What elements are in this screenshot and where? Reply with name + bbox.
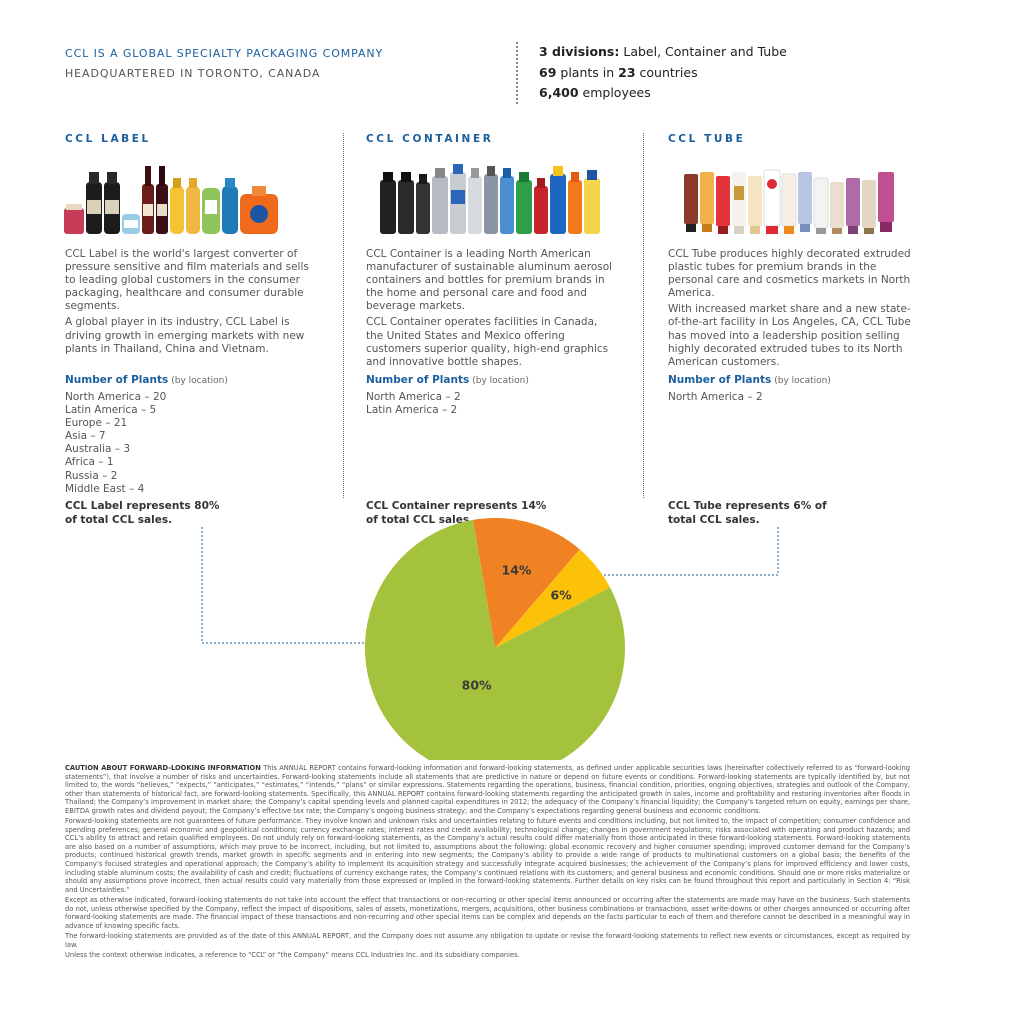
label-paragraph-2: A global player in its industry, CCL Lab…	[65, 316, 305, 355]
label-division-title: CCL LABEL	[65, 133, 151, 145]
container-paragraph-1: CCL Container is a leading North America…	[366, 248, 613, 313]
list-item: North America – 2	[668, 391, 763, 403]
label-products-image	[64, 166, 278, 234]
headquarters-line: HEADQUARTERED IN TORONTO, CANADA	[65, 67, 321, 80]
tube-sales-share: CCL Tube represents 6% of total CCL sales…	[668, 500, 827, 526]
pie-slice-label	[365, 519, 625, 760]
label-paragraph-1: CCL Label is the world's largest convert…	[65, 248, 309, 313]
pie-slice-container	[473, 517, 580, 648]
label-connector-line	[201, 527, 445, 644]
list-item: Latin America – 2	[366, 404, 458, 417]
tube-plants-list: North America – 2	[668, 391, 763, 404]
fact-plants: 69 plants in 23 countries	[539, 64, 698, 80]
tube-plants-heading: Number of Plants (by location)	[668, 374, 831, 386]
fact-employees: 6,400 employees	[539, 85, 651, 100]
pie-label-tube: 6%	[550, 587, 572, 602]
list-item: Asia – 7	[65, 430, 106, 443]
tube-division-title: CCL TUBE	[668, 133, 746, 145]
list-item: North America – 2	[366, 391, 461, 403]
list-item: Russia – 2	[65, 469, 118, 482]
container-division-title: CCL CONTAINER	[366, 133, 494, 145]
header-divider	[516, 42, 518, 104]
container-plants-list: North America – 2 Latin America – 2	[366, 391, 461, 417]
disclaimer-paragraph-2: Forward-looking statements are not guara…	[65, 817, 910, 894]
pie-label-container: 14%	[502, 562, 532, 577]
sales-pie-chart: 14% 6% 80%	[201, 517, 779, 760]
disclaimer-paragraph-3: Except as otherwise indicated, forward-l…	[65, 896, 910, 930]
tube-description: CCL Tube produces highly decorated extru…	[668, 248, 918, 372]
company-intro: CCL IS A GLOBAL SPECIALTY PACKAGING COMP…	[65, 44, 383, 84]
tube-paragraph-1: CCL Tube produces highly decorated extru…	[668, 248, 911, 300]
key-facts: 3 divisions: Label, Container and Tube 6…	[539, 42, 787, 104]
list-item: North America – 20	[65, 391, 167, 403]
disclaimer-paragraph-1: CAUTION ABOUT FORWARD-LOOKING INFORMATIO…	[65, 764, 911, 815]
list-item: Europe – 21	[65, 417, 128, 430]
pie-label-label: 80%	[462, 677, 492, 692]
forward-looking-disclaimer: CAUTION ABOUT FORWARD-LOOKING INFORMATIO…	[65, 764, 910, 962]
disclaimer-heading: CAUTION ABOUT FORWARD-LOOKING INFORMATIO…	[65, 764, 261, 772]
disclaimer-paragraph-5: Unless the context otherwise indicates, …	[65, 951, 520, 960]
container-sales-share: CCL Container represents 14% of total CCL…	[366, 500, 547, 526]
tube-connector-line	[565, 527, 779, 576]
label-plants-heading: Number of Plants (by location)	[65, 374, 228, 386]
fact-divisions: 3 divisions: Label, Container and Tube	[539, 44, 787, 59]
list-item: Middle East – 4	[65, 482, 145, 495]
container-products-image	[380, 164, 600, 234]
column-divider-2	[643, 133, 644, 498]
label-plants-list: North America – 20 Latin America – 5 Eur…	[65, 391, 166, 496]
list-item: Australia – 3	[65, 443, 131, 456]
list-item: Africa – 1	[65, 456, 114, 469]
list-item: Latin America – 5	[65, 404, 157, 417]
container-plants-heading: Number of Plants (by location)	[366, 374, 529, 386]
label-description: CCL Label is the world's largest convert…	[65, 248, 315, 359]
tube-paragraph-2: With increased market share and a new st…	[668, 303, 911, 368]
column-divider-1	[343, 133, 344, 498]
disclaimer-paragraph-4: The forward-looking statements are provi…	[65, 932, 910, 949]
container-paragraph-2: CCL Container operates facilities in Can…	[366, 316, 609, 368]
company-tagline: CCL IS A GLOBAL SPECIALTY PACKAGING COMP…	[65, 47, 384, 60]
pie-slice-tube	[495, 549, 611, 648]
label-sales-share: CCL Label represents 80% of total CCL sal…	[65, 500, 220, 526]
tube-products-image	[684, 169, 894, 234]
container-description: CCL Container is a leading North America…	[366, 248, 616, 372]
